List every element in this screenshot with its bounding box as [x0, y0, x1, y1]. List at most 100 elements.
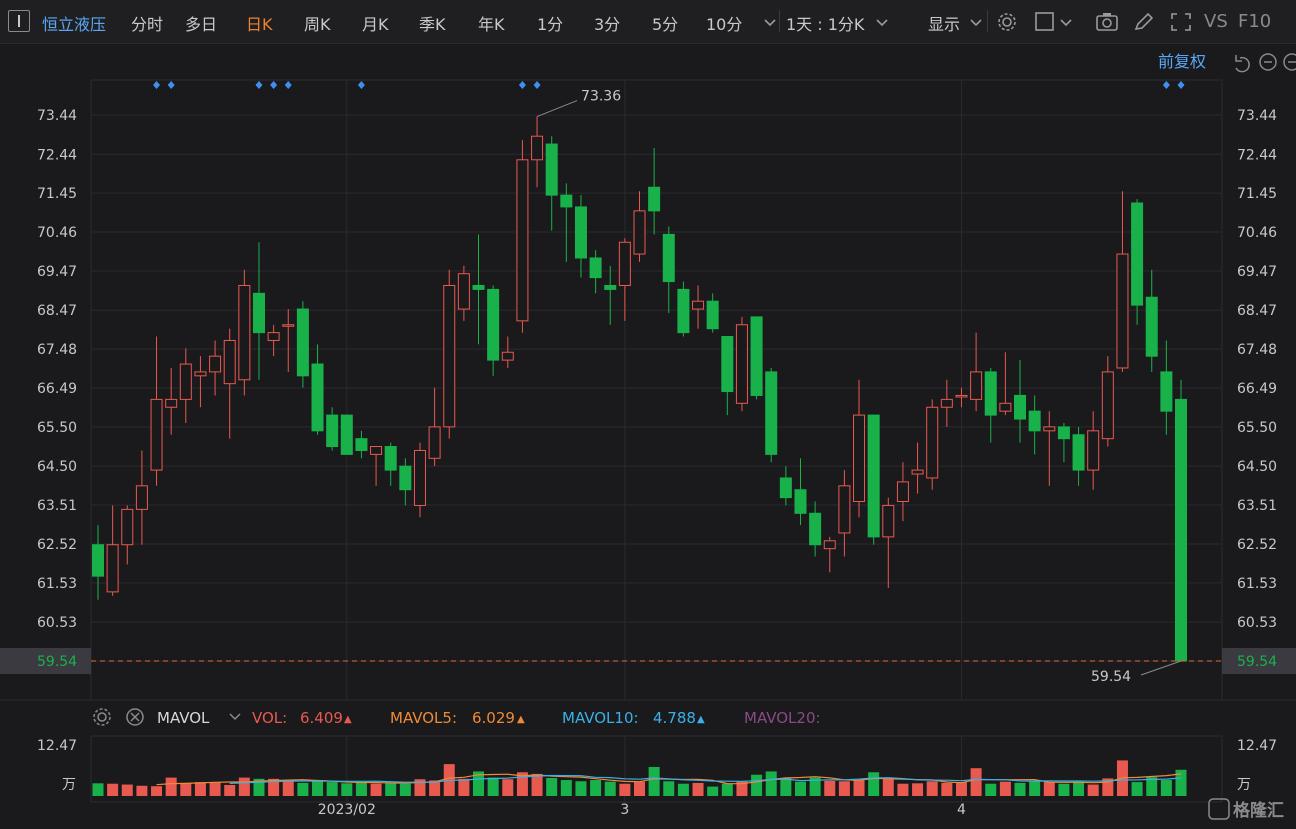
tab-fenshi[interactable]: 分时	[131, 15, 164, 34]
volume-bar	[1073, 781, 1085, 796]
volume-bar	[765, 771, 777, 796]
candle-up	[135, 485, 148, 510]
candle-down	[765, 371, 778, 455]
x-tick-label: 2023/02	[318, 802, 376, 818]
event-marker-icon[interactable]	[167, 81, 175, 89]
tab-multiday[interactable]: 多日	[185, 15, 218, 34]
mavol5-label: MAVOL5:	[390, 709, 457, 727]
volume-bar	[1029, 781, 1041, 796]
event-marker-icon[interactable]	[518, 81, 526, 89]
event-marker-icon[interactable]	[1177, 81, 1185, 89]
tab-daily-k[interactable]: 日K	[246, 15, 273, 34]
candle-down	[984, 371, 997, 416]
y-tick-label-right: 68.47	[1237, 303, 1277, 319]
tab-monthly-k[interactable]: 月K	[362, 15, 389, 34]
y-tick-label-left: 64.50	[37, 459, 77, 475]
current-price-tag-right	[1222, 648, 1296, 674]
chevron-down-icon[interactable]	[964, 11, 988, 33]
candle-down	[750, 316, 763, 396]
chart-grid	[0, 79, 1296, 803]
event-marker-icon[interactable]	[153, 81, 161, 89]
candle-down	[545, 143, 558, 196]
candle-up	[882, 504, 895, 538]
event-marker-icon[interactable]	[357, 81, 365, 89]
tab-5min[interactable]: 5分	[652, 15, 679, 34]
stock-name[interactable]: 恒立液压	[42, 15, 107, 34]
chevron-down-icon[interactable]	[758, 11, 782, 33]
tab-yearly-k[interactable]: 年K	[478, 15, 505, 34]
candle-up	[531, 135, 544, 161]
checkbox-icon[interactable]	[1033, 11, 1057, 33]
volume-bar	[619, 783, 631, 796]
indicator-name[interactable]: MAVOL	[157, 709, 210, 727]
chevron-down-icon[interactable]	[1054, 11, 1078, 33]
volume-bar	[194, 782, 206, 796]
event-marker-icon[interactable]	[255, 81, 263, 89]
volume-bar	[736, 781, 748, 796]
event-marker-icon[interactable]	[1162, 81, 1170, 89]
volume-bar	[429, 780, 441, 796]
candle-up	[267, 332, 280, 341]
price-axis: 73.44 73.44 72.44 72.44 71.45 71.45 70.46 70.46…	[37, 108, 1277, 793]
zoom-out-icon[interactable]	[1259, 53, 1277, 71]
pencil-icon[interactable]	[1132, 11, 1156, 33]
tab-quarterly-k[interactable]: 季K	[419, 15, 446, 34]
candle-up	[896, 481, 909, 503]
volume-bar	[809, 777, 821, 796]
volume-bar	[458, 778, 470, 796]
volume-bar	[282, 780, 294, 796]
vol-unit-label-left: 万	[62, 777, 76, 793]
tab-10min[interactable]: 10分	[706, 15, 743, 34]
candle-up	[457, 273, 470, 310]
candle-up	[911, 469, 924, 475]
tab-1min[interactable]: 1分	[537, 15, 564, 34]
candle-up	[970, 371, 983, 400]
candle-up	[1043, 426, 1056, 432]
chevron-down-icon[interactable]	[870, 11, 894, 33]
volume-bar	[912, 783, 924, 796]
indicator-settings-icon[interactable]	[93, 708, 111, 726]
f10-button[interactable]: F10	[1238, 11, 1272, 32]
indicator-close-icon[interactable]	[126, 708, 144, 726]
y-tick-label-left: 71.45	[37, 186, 77, 202]
fullscreen-icon[interactable]	[1169, 11, 1193, 33]
volume-bar	[531, 773, 543, 796]
y-tick-label-left: 61.53	[37, 576, 77, 592]
volume-bar	[1043, 782, 1055, 796]
gear-icon[interactable]	[995, 11, 1019, 33]
candle-up	[618, 241, 631, 286]
volume-bar	[1087, 784, 1099, 796]
reset-icon[interactable]	[1235, 55, 1250, 73]
zoom-in-icon[interactable]	[1283, 53, 1296, 71]
display-menu[interactable]: 显示	[928, 15, 961, 34]
volume-bar	[253, 778, 265, 796]
vs-button[interactable]: VS	[1204, 11, 1228, 32]
interval-select[interactable]: 1天 : 1分K	[786, 15, 865, 34]
volume-pane-frame	[90, 735, 1223, 803]
chevron-down-icon[interactable]	[229, 713, 241, 721]
candle-up	[428, 426, 441, 459]
volume-bar	[1131, 782, 1143, 796]
mavol10-label: MAVOL10:	[562, 709, 639, 727]
volume-bar	[224, 784, 236, 796]
tab-weekly-k[interactable]: 周K	[304, 15, 331, 34]
high-price-label: 73.36	[581, 89, 621, 105]
candle-down	[1131, 202, 1144, 306]
event-marker-icon[interactable]	[284, 81, 292, 89]
volume-bar	[385, 782, 397, 796]
event-marker-icon[interactable]	[270, 81, 278, 89]
event-markers[interactable]	[153, 81, 1185, 89]
volume-bar	[955, 782, 967, 796]
volume-bar	[897, 783, 909, 796]
camera-icon[interactable]	[1095, 11, 1119, 33]
volume-bar	[326, 782, 338, 796]
tab-3min[interactable]: 3分	[594, 15, 621, 34]
event-marker-icon[interactable]	[533, 81, 541, 89]
y-tick-label-left: 65.50	[37, 420, 77, 436]
volume-bar	[648, 766, 660, 796]
sidebar-toggle-icon[interactable]	[8, 10, 30, 32]
kline-chart[interactable]: 73.36 59.54 59.54 59.54 73.44 73.44 72.44 72.4…	[0, 44, 1296, 829]
volume-bar	[399, 783, 411, 796]
adjust-mode-button[interactable]: 前复权	[1158, 52, 1206, 71]
candle-down	[296, 308, 309, 377]
